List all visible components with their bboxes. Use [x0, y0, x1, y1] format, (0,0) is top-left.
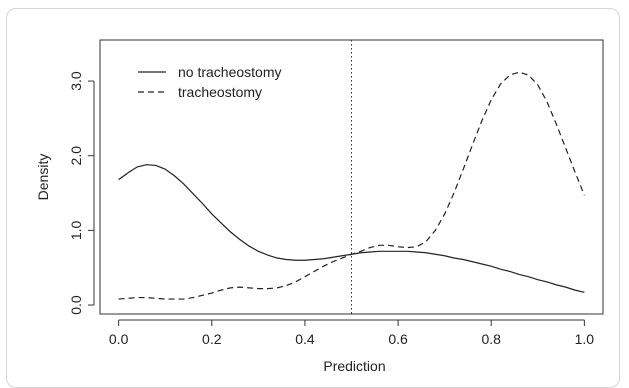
legend-label: tracheostomy	[178, 84, 262, 100]
y-tick-label: 3.0	[68, 71, 84, 91]
y-tick-label: 2.0	[68, 146, 84, 166]
x-tick-label: 0.6	[388, 331, 408, 347]
legend-label: no tracheostomy	[178, 64, 282, 80]
x-tick-label: 0.8	[481, 331, 501, 347]
x-tick-label: 1.0	[575, 331, 595, 347]
y-tick-label: 1.0	[68, 220, 84, 240]
x-tick-label: 0.2	[202, 331, 222, 347]
legend: no tracheostomy tracheostomy	[138, 64, 282, 100]
y-axis: 0.0 1.0 2.0 3.0	[68, 71, 95, 315]
x-axis: 0.0 0.2 0.4 0.6 0.8 1.0	[109, 319, 595, 347]
series-layer	[118, 71, 585, 300]
x-axis-label: Prediction	[323, 358, 385, 374]
y-axis-label: Density	[35, 154, 51, 201]
figure-panel	[6, 8, 620, 388]
density-chart: 0.0 1.0 2.0 3.0 0.0 0.2 0.4 0.6 0.8 1.0 no trach…	[35, 39, 604, 374]
series-line-tracheostomy	[118, 71, 585, 300]
x-tick-label: 0.0	[109, 331, 129, 347]
x-tick-label: 0.4	[295, 331, 315, 347]
y-tick-label: 0.0	[68, 295, 84, 315]
